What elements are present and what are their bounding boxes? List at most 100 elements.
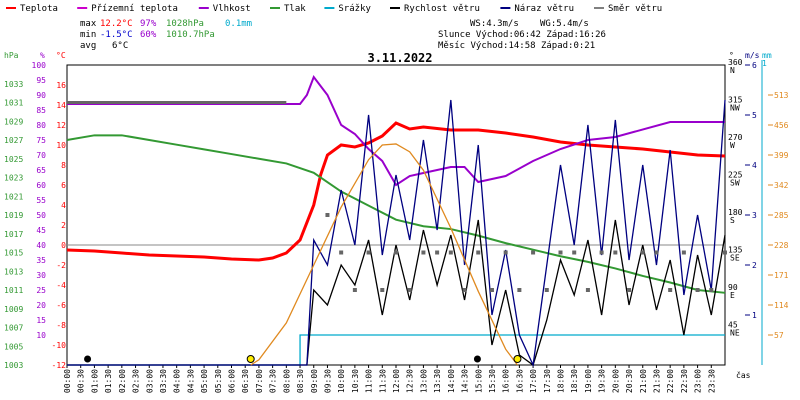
x-tick-label: 08:00 [282,369,291,393]
wind-speed-tick: 4 [752,161,757,170]
temperature-tick: 4 [61,201,66,210]
temperature-tick: 10 [56,141,66,150]
x-tick-label: 15:30 [488,369,497,393]
x-tick-label: 22:00 [666,369,675,393]
legend-item: Srážky [324,4,371,14]
legend-label: Rychlost větru [404,4,480,14]
wind-speed-tick: 1 [752,311,757,320]
pressure-tick: 1033 [4,80,23,89]
wind-direction-point [558,250,563,255]
x-tick-label: 06:30 [241,369,250,393]
solar-tick: 285 [774,211,789,220]
humidity-tick: 25 [36,286,46,295]
stats-moon: Měsíc Východ:14:58 Západ:0:21 [438,41,595,51]
direction-tick-label: NE [730,329,740,338]
pressure-tick: 1031 [4,99,23,108]
legend-label: Tlak [284,4,306,14]
temperature-tick: 16 [56,81,66,90]
x-tick-label: 21:00 [639,369,648,393]
pressure-tick: 1003 [4,361,23,370]
x-tick-label: 04:30 [186,369,195,393]
humidity-tick: 50 [36,211,46,220]
pressure-unit: hPa [4,51,19,60]
wind-direction-point [407,288,412,292]
pressure-tick: 1021 [4,192,23,201]
legend-item: Tlak [270,4,306,14]
wind-direction-point [544,288,549,292]
x-tick-label: 19:00 [584,369,593,393]
x-tick-label: 18:30 [570,369,579,393]
x-tick-label: 23:00 [694,369,703,393]
direction-tick-label: NW [730,104,740,113]
x-tick-label: 00:30 [77,369,86,393]
temperature-tick: -10 [52,341,67,350]
humidity-tick: 30 [36,271,46,280]
wind-direction-point [585,288,590,292]
direction-tick: 270 [728,133,743,142]
wind-direction-point [435,250,440,255]
series-vlhkost [67,74,725,187]
pressure-tick: 1009 [4,305,23,314]
x-tick-label: 07:00 [255,369,264,393]
stats-max-press: 1028hPa [166,19,204,29]
x-tick-label: 10:30 [351,369,360,393]
wind-direction-point [627,288,632,292]
direction-tick: 45 [728,321,738,330]
humidity-tick: 75 [36,136,46,145]
series-tlak [66,134,726,294]
x-tick-label: 23:30 [707,369,716,393]
legend-label: Náraz větru [514,4,574,14]
pressure-tick: 1025 [4,155,23,164]
humidity-tick: 55 [36,196,46,205]
solar-tick: 114 [774,301,789,310]
legend-label: Přízemní teplota [91,4,178,14]
solar-tick: 228 [774,241,789,250]
x-tick-label: 10:00 [337,369,346,393]
humidity-tick: 45 [36,226,46,235]
x-tick-label: 19:30 [598,369,607,393]
pressure-tick: 1017 [4,230,23,239]
temperature-tick: -12 [52,361,67,370]
plot-frame [66,64,726,366]
temperature-tick: 8 [61,161,66,170]
series-rychlost-v-tru [67,219,726,367]
x-tick-label: 00:00 [63,369,72,393]
wind-speed-tick: 3 [752,211,757,220]
humidity-tick: 35 [36,256,46,265]
wind-direction-point [695,288,700,292]
solar-tick: 513 [774,91,789,100]
x-tick-label: 11:30 [378,369,387,393]
x-tick-label: 01:00 [90,369,99,393]
wind-speed-unit: m/s [745,51,760,60]
wind-speed-tick: 2 [752,261,757,270]
humidity-tick: 80 [36,121,46,130]
wind-direction-point [339,250,344,255]
legend-item: Teplota [6,4,58,14]
wind-direction-point [462,288,467,292]
x-tick-label: 16:30 [515,369,524,393]
x-tick-label: 08:30 [296,369,305,393]
humidity-tick: 20 [36,301,46,310]
direction-tick-label: SE [730,254,740,263]
stats-max-rain: 0.1mm [225,19,252,29]
legend-item: Vlhkost [198,4,251,14]
stats-avg-temp: 6°C [112,41,128,51]
wind-direction-point [681,250,686,255]
wind-direction-point [668,288,673,292]
humidity-tick: 60 [36,181,46,190]
legend: Teplota Přízemní teplota Vlhkost Tlak Srážky… [6,4,662,14]
wind-direction-point [489,288,494,292]
wind-direction-point [421,250,426,255]
wind-direction-point [613,250,618,255]
wind-direction-point [531,250,536,255]
pressure-tick: 1005 [4,342,23,351]
series-sr-ky [67,334,725,366]
sunrise-marker [246,355,255,363]
temperature-tick: -4 [56,281,66,290]
x-tick-label: 20:00 [611,369,620,393]
temperature-tick: 14 [56,101,66,110]
direction-tick-label: N [730,66,735,75]
direction-tick: 315 [728,96,743,105]
series-teplota [66,121,726,262]
stats-sun: Slunce Východ:06:42 Západ:16:26 [438,30,606,40]
